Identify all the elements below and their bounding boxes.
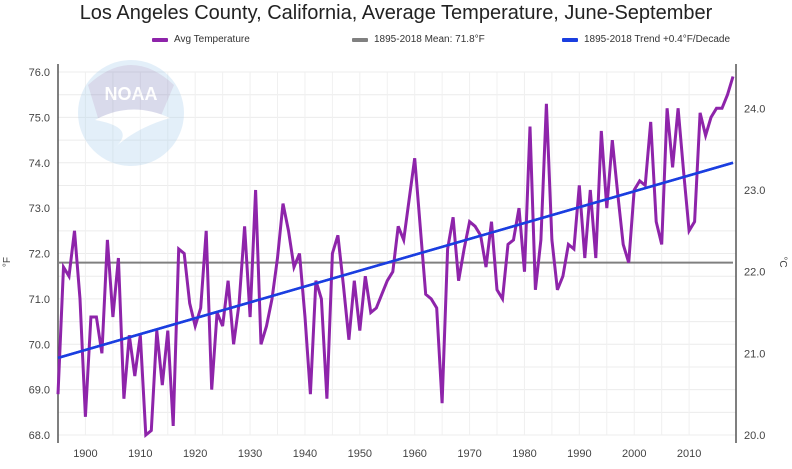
y-tick-label: 71.0 bbox=[29, 294, 50, 306]
avg-temperature-line bbox=[56, 76, 735, 439]
y-right-tick-label: 22.0 bbox=[744, 267, 765, 279]
y-tick-label: 70.0 bbox=[29, 339, 50, 351]
x-tick-label: 1970 bbox=[457, 448, 481, 460]
x-tick-label: 1940 bbox=[293, 448, 317, 460]
x-tick-label: 1960 bbox=[402, 448, 426, 460]
y-axis-label-right: °C bbox=[777, 256, 788, 267]
y-right-tick-label: 21.0 bbox=[744, 348, 765, 360]
x-tick-label: 1900 bbox=[73, 448, 97, 460]
x-tick-label: 1980 bbox=[512, 448, 536, 460]
chart-title: Los Angeles County, California, Average … bbox=[79, 2, 713, 24]
y-right-tick-label: 24.0 bbox=[744, 103, 765, 115]
legend-swatch-avg bbox=[152, 37, 168, 42]
legend-item-avg-temperature[interactable]: Avg Temperature bbox=[152, 34, 250, 45]
trend-line-overlay bbox=[57, 161, 734, 360]
y-tick-label: 73.0 bbox=[29, 203, 50, 215]
y-tick-label: 76.0 bbox=[29, 67, 50, 79]
y-right-tick-label: 23.0 bbox=[744, 185, 765, 197]
legend-item-trend[interactable]: 1895-2018 Trend +0.4°F/Decade bbox=[562, 34, 730, 45]
x-tick-label: 1910 bbox=[128, 448, 152, 460]
x-tick-label: 1990 bbox=[567, 448, 591, 460]
y-right-tick-label: 20.0 bbox=[744, 430, 765, 442]
legend-label-mean: 1895-2018 Mean: 71.8°F bbox=[374, 34, 485, 45]
ticks: 68.0 69.0 70.0 71.0 72.0 73.0 74.0 75.0 76.0 20.0… bbox=[2, 67, 788, 460]
legend-label-trend: 1895-2018 Trend +0.4°F/Decade bbox=[584, 34, 731, 45]
x-tick-label: 2010 bbox=[677, 448, 701, 460]
noaa-watermark-text: NOAA bbox=[105, 84, 158, 104]
y-tick-label: 75.0 bbox=[29, 112, 50, 124]
y-tick-label: 74.0 bbox=[29, 158, 50, 170]
noaa-watermark: NOAA bbox=[78, 60, 184, 166]
legend-item-mean[interactable]: 1895-2018 Mean: 71.8°F bbox=[352, 34, 485, 45]
x-tick-label: 2000 bbox=[622, 448, 646, 460]
x-tick-label: 1930 bbox=[238, 448, 262, 460]
x-tick-label: 1920 bbox=[183, 448, 207, 460]
legend-swatch-trend bbox=[562, 37, 578, 42]
y-tick-label: 68.0 bbox=[29, 430, 50, 442]
x-tick-label: 1950 bbox=[348, 448, 372, 460]
y-tick-label: 69.0 bbox=[29, 385, 50, 397]
series-group bbox=[56, 76, 735, 439]
legend-label-avg: Avg Temperature bbox=[174, 34, 250, 45]
y-tick-label: 72.0 bbox=[29, 249, 50, 261]
y-axis-label: °F bbox=[2, 257, 13, 267]
legend-swatch-mean bbox=[352, 37, 368, 42]
